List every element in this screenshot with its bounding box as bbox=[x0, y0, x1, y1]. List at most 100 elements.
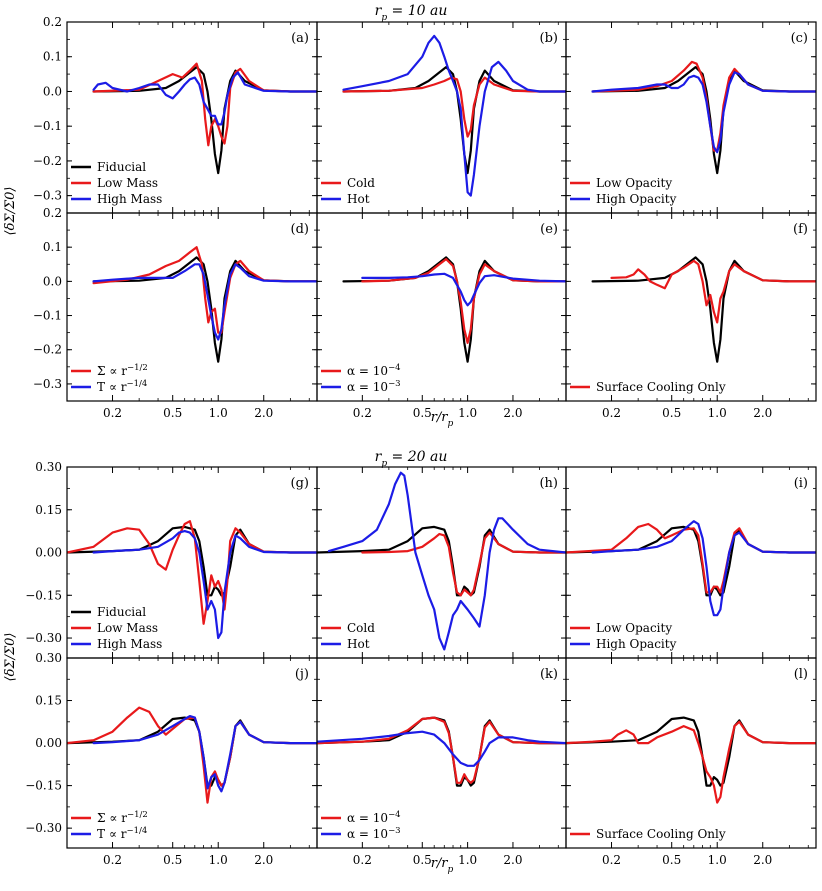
series-line-fiducial bbox=[67, 716, 317, 787]
y-tick-label: −0.3 bbox=[33, 377, 62, 391]
x-tick-label: 0.5 bbox=[163, 406, 182, 420]
panel-letter: (a) bbox=[291, 31, 309, 46]
y-tick-label: 0.30 bbox=[35, 460, 62, 474]
series-group bbox=[566, 520, 816, 617]
legend-label: Fiducial bbox=[97, 605, 146, 619]
legend-label: Low Mass bbox=[97, 176, 158, 190]
legend-label: High Opacity bbox=[596, 192, 677, 206]
y-tick-label: −0.30 bbox=[25, 821, 62, 835]
series-group bbox=[67, 520, 317, 640]
panel-h: (h) Cold Hot bbox=[316, 466, 567, 659]
x-tick-label: 2.0 bbox=[753, 853, 772, 867]
panel-letter: (b) bbox=[540, 31, 558, 46]
x-tick-label: 1.0 bbox=[209, 406, 228, 420]
x-tick-label: 0.2 bbox=[103, 406, 122, 420]
x-tick-label: 0.5 bbox=[163, 853, 182, 867]
panel-frame bbox=[565, 657, 817, 849]
x-tick-label: 1.0 bbox=[708, 406, 727, 420]
y-tick-label: −0.3 bbox=[33, 189, 62, 203]
series-line-high-mass bbox=[92, 529, 317, 640]
x-tick-label: 1.0 bbox=[708, 853, 727, 867]
series-group bbox=[342, 34, 566, 197]
x-tick-label: 1.0 bbox=[209, 853, 228, 867]
panel-b: (b) Cold Hot bbox=[316, 21, 567, 214]
legend-label: Σ ∝ r−1/2 bbox=[97, 810, 148, 825]
series-line--10-3 bbox=[317, 730, 566, 767]
series-line-fiducial bbox=[67, 525, 317, 597]
legend-label: Cold bbox=[347, 621, 375, 635]
series-line-cold bbox=[361, 531, 566, 597]
panel-l: 0.2 0.5 1.0 2.0 (l) Surface Cooling Only bbox=[565, 657, 817, 867]
panel-a: 0.2 0.1 0.0 −0.1 −0.2 −0.3 (a) Fiducial Low Mass… bbox=[33, 15, 318, 214]
y-tick-label: 0.1 bbox=[43, 50, 62, 64]
y-tick-label: 0.0 bbox=[43, 84, 62, 98]
legend-label: Hot bbox=[347, 192, 370, 206]
series-line-high-mass bbox=[92, 71, 317, 126]
legend-label: Cold bbox=[347, 176, 375, 190]
panel-frame bbox=[565, 212, 817, 402]
x-tick-label: 1.0 bbox=[458, 853, 477, 867]
series-line-fiducial bbox=[92, 256, 317, 363]
panel-g: 0.30 0.15 0.00 −0.15 −0.30 (g) Fiducial Low Mas… bbox=[25, 460, 318, 659]
series-line-fiducial bbox=[92, 65, 317, 175]
panel-letter: (i) bbox=[794, 476, 808, 491]
series-line--10-3 bbox=[361, 272, 566, 307]
y-tick-label: 0.00 bbox=[35, 546, 62, 560]
panel-d: 0.2 0.1 0.0 −0.1 −0.2 −0.3 0.2 0.5 1.0 2.0 (d) Σ ∝ … bbox=[33, 206, 318, 420]
x-tick-label: 0.5 bbox=[662, 853, 681, 867]
x-tick-label: 2.0 bbox=[753, 406, 772, 420]
series-group bbox=[591, 60, 816, 175]
group-title-1: rp = 20 au bbox=[375, 449, 448, 469]
series-line-hot bbox=[327, 471, 566, 651]
y-tick-label: 0.30 bbox=[35, 651, 62, 665]
series-line--r-1-2 bbox=[92, 246, 317, 334]
series-group bbox=[92, 62, 317, 175]
legend-label: T ∝ r−1/4 bbox=[97, 379, 147, 394]
legend-label: α = 10−4 bbox=[347, 810, 401, 825]
legend-label: Surface Cooling Only bbox=[596, 380, 726, 394]
y-tick-label: −0.15 bbox=[25, 779, 62, 793]
y-tick-label: −0.30 bbox=[25, 631, 62, 645]
x-axis-label-0: r/rp bbox=[431, 410, 454, 429]
panel-letter: (f) bbox=[793, 222, 808, 237]
series-line-fiducial bbox=[566, 525, 816, 597]
series-line-fiducial bbox=[591, 256, 816, 363]
legend-label: α = 10−4 bbox=[347, 363, 401, 378]
series-line--10-4 bbox=[317, 716, 566, 784]
panel-letter: (g) bbox=[291, 476, 309, 491]
series-line-low-opacity bbox=[566, 522, 816, 594]
legend-label: α = 10−3 bbox=[347, 379, 401, 394]
x-axis-label-1: r/rp bbox=[431, 856, 454, 875]
panel-letter: (c) bbox=[791, 31, 808, 46]
y-tick-label: 0.15 bbox=[35, 694, 62, 708]
x-tick-label: 2.0 bbox=[503, 853, 522, 867]
legend-label: Low Opacity bbox=[596, 176, 672, 190]
legend-label: Hot bbox=[347, 637, 370, 651]
panel-j: 0.30 0.15 0.00 −0.15 −0.30 0.2 0.5 1.0 2.0 (j) Σ ∝… bbox=[25, 651, 318, 867]
y-tick-label: −0.1 bbox=[33, 309, 62, 323]
series-line--r-1-2 bbox=[67, 706, 317, 804]
panel-letter: (k) bbox=[540, 667, 558, 682]
series-line-surface-cooling-only bbox=[566, 720, 816, 804]
panel-c: (c) Low Opacity High Opacity bbox=[565, 21, 817, 214]
legend-label: Surface Cooling Only bbox=[596, 827, 726, 841]
y-tick-label: −0.2 bbox=[33, 343, 62, 357]
series-line-high-opacity bbox=[591, 520, 816, 617]
legend-label: High Opacity bbox=[596, 637, 677, 651]
series-group bbox=[342, 256, 566, 363]
legend-label: Low Mass bbox=[97, 621, 158, 635]
panel-letter: (d) bbox=[291, 222, 309, 237]
panel-k: 0.2 0.5 1.0 2.0 (k) α = 10−4α = 10−3 bbox=[316, 657, 567, 867]
series-line-low-opacity bbox=[591, 60, 816, 152]
series-line-surface-cooling-only bbox=[610, 259, 816, 324]
y-axis-label-1: ⟨δΣ/Σ0⟩ bbox=[3, 632, 18, 681]
series-line-t-r-1-4 bbox=[92, 714, 317, 793]
legend-label: α = 10−3 bbox=[347, 826, 401, 841]
x-tick-label: 0.2 bbox=[103, 853, 122, 867]
x-tick-label: 2.0 bbox=[254, 853, 273, 867]
series-line-fiducial bbox=[566, 716, 816, 787]
x-tick-label: 1.0 bbox=[458, 406, 477, 420]
x-tick-label: 0.2 bbox=[353, 406, 372, 420]
series-line-low-mass bbox=[92, 62, 317, 147]
